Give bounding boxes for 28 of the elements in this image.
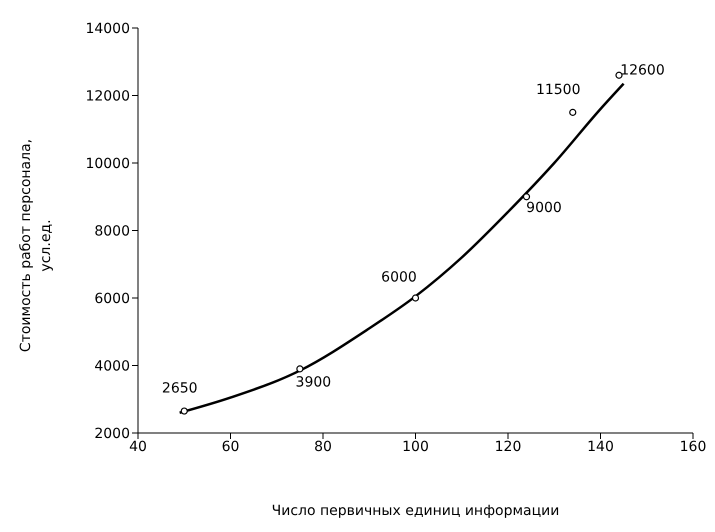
- point: [522, 193, 530, 200]
- data-label: 6000: [381, 269, 417, 286]
- x-tick-label: 100: [402, 438, 429, 455]
- data-label: 3900: [296, 374, 332, 390]
- y-tick-label: 6000: [94, 290, 130, 307]
- y-tick-label: 14000: [85, 20, 130, 37]
- x-tick-label: 40: [129, 438, 147, 455]
- x-tick-label: 140: [587, 438, 614, 455]
- x-tick-label: 80: [314, 438, 332, 455]
- point: [615, 72, 623, 79]
- point: [569, 108, 576, 116]
- x-tick-label: 160: [680, 438, 706, 455]
- y-tick-label: 2000: [94, 426, 130, 442]
- point: [296, 365, 304, 372]
- data-label: 11500: [536, 82, 581, 98]
- y-tick-label: 10000: [85, 156, 130, 172]
- x-tick-label: 120: [494, 438, 522, 455]
- data-label: 2650: [162, 380, 198, 397]
- x-axis-title: Число первичных единиц информации: [272, 503, 560, 519]
- y-tick-label: 4000: [94, 358, 130, 374]
- y-tick-label: 8000: [94, 223, 130, 240]
- y-tick-label: 12000: [85, 88, 130, 104]
- data-label: 9000: [526, 200, 562, 216]
- data-label: 12600: [620, 62, 665, 79]
- point: [412, 294, 420, 302]
- point: [180, 407, 188, 415]
- x-tick-label: 60: [222, 438, 240, 455]
- y-axis-title: Стоимость работ персонала, усл.ед.: [18, 138, 54, 352]
